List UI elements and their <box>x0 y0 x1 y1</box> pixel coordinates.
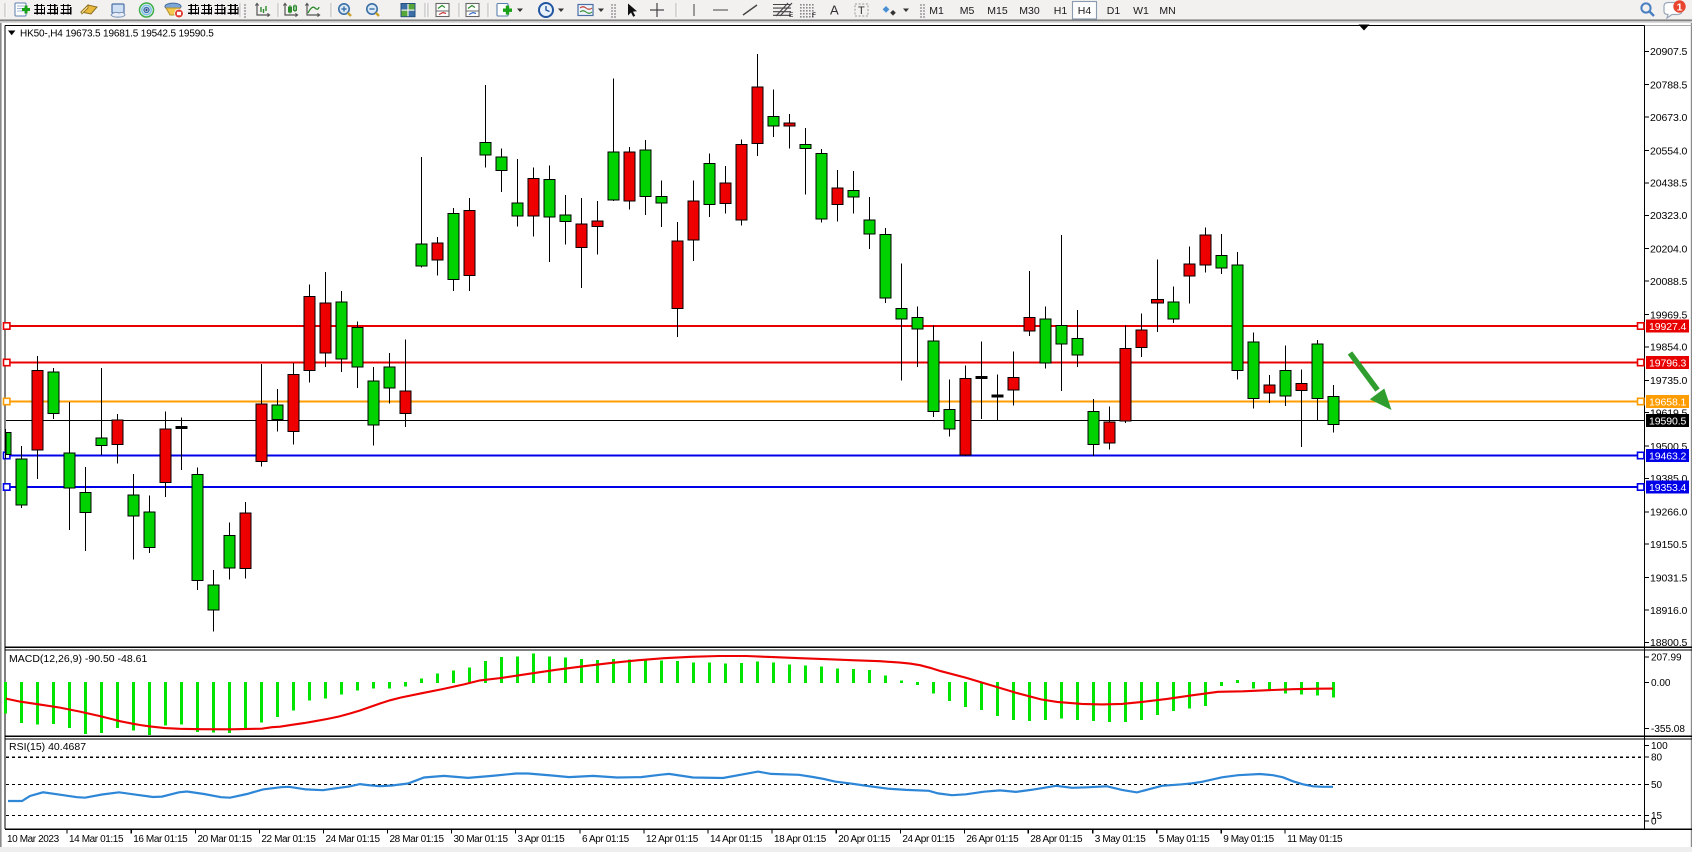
svg-text:19266.0: 19266.0 <box>1650 507 1688 519</box>
svg-text:M30: M30 <box>1019 5 1040 17</box>
svg-text:50: 50 <box>1651 780 1663 791</box>
svg-text:T: T <box>858 5 865 17</box>
svg-text:22 Mar 01:15: 22 Mar 01:15 <box>261 834 316 845</box>
svg-text:E: E <box>789 12 794 19</box>
svg-text:28 Mar 01:15: 28 Mar 01:15 <box>390 834 445 845</box>
svg-text:20 Apr 01:15: 20 Apr 01:15 <box>838 834 891 845</box>
svg-text:19353.4: 19353.4 <box>1649 482 1687 494</box>
svg-text:19735.0: 19735.0 <box>1650 375 1688 387</box>
svg-text:207.99: 207.99 <box>1651 652 1682 663</box>
svg-text:H1: H1 <box>1054 5 1068 17</box>
svg-text:19590.5: 19590.5 <box>1649 415 1687 427</box>
svg-text:MACD(12,26,9) -90.50 -48.61: MACD(12,26,9) -90.50 -48.61 <box>9 653 147 665</box>
svg-text:20907.5: 20907.5 <box>1650 46 1688 58</box>
svg-text:19796.3: 19796.3 <box>1649 357 1687 369</box>
svg-text:A: A <box>830 3 839 18</box>
svg-text:20088.5: 20088.5 <box>1650 276 1688 288</box>
svg-text:19854.0: 19854.0 <box>1650 342 1688 354</box>
svg-text:H4: H4 <box>1078 5 1092 17</box>
svg-text:MN: MN <box>1159 5 1175 17</box>
svg-text:14 Apr 01:15: 14 Apr 01:15 <box>710 834 763 845</box>
svg-text:20788.5: 20788.5 <box>1650 80 1688 92</box>
svg-text:19031.5: 19031.5 <box>1650 572 1688 584</box>
svg-text:18916.0: 18916.0 <box>1650 605 1688 617</box>
svg-text:F: F <box>812 12 816 19</box>
svg-text:1: 1 <box>1677 1 1683 13</box>
svg-text:18 Apr 01:15: 18 Apr 01:15 <box>774 834 827 845</box>
svg-text:-355.08: -355.08 <box>1651 724 1685 735</box>
svg-text:19927.4: 19927.4 <box>1649 321 1687 333</box>
svg-text:20673.0: 20673.0 <box>1650 112 1688 124</box>
svg-text:19969.5: 19969.5 <box>1650 309 1688 321</box>
svg-text:80: 80 <box>1651 752 1663 763</box>
svg-text:3 May 01:15: 3 May 01:15 <box>1095 834 1146 845</box>
svg-text:20 Mar 01:15: 20 Mar 01:15 <box>198 834 253 845</box>
svg-text:M15: M15 <box>987 5 1008 17</box>
svg-text:10 Mar 2023: 10 Mar 2023 <box>7 834 60 845</box>
svg-text:14 Mar 01:15: 14 Mar 01:15 <box>69 834 124 845</box>
svg-text:24 Apr 01:15: 24 Apr 01:15 <box>902 834 955 845</box>
svg-text:30 Mar 01:15: 30 Mar 01:15 <box>454 834 509 845</box>
svg-text:6 Apr 01:15: 6 Apr 01:15 <box>582 834 630 845</box>
svg-text:HK50-,H4 19673.5 19681.5 1954: HK50-,H4 19673.5 19681.5 19542.5 19590.5 <box>20 29 214 40</box>
svg-text:D1: D1 <box>1107 5 1121 17</box>
svg-text:12 Apr 01:15: 12 Apr 01:15 <box>646 834 699 845</box>
svg-text:19150.5: 19150.5 <box>1650 539 1688 551</box>
svg-text:W1: W1 <box>1133 5 1149 17</box>
svg-text:20204.0: 20204.0 <box>1650 244 1688 256</box>
svg-text:20323.0: 20323.0 <box>1650 210 1688 222</box>
svg-text:M5: M5 <box>960 5 975 17</box>
svg-text:18800.5: 18800.5 <box>1650 637 1688 649</box>
svg-text:3 Apr 01:15: 3 Apr 01:15 <box>518 834 566 845</box>
svg-text:0: 0 <box>1651 816 1657 827</box>
svg-text:19463.2: 19463.2 <box>1649 450 1687 462</box>
svg-text:9 May 01:15: 9 May 01:15 <box>1223 834 1274 845</box>
svg-text:0.00: 0.00 <box>1651 678 1671 689</box>
svg-text:28 Apr 01:15: 28 Apr 01:15 <box>1030 834 1083 845</box>
svg-text:15: 15 <box>1651 811 1663 822</box>
svg-text:20554.0: 20554.0 <box>1650 145 1688 157</box>
svg-text:M1: M1 <box>929 5 944 17</box>
svg-text:24 Mar 01:15: 24 Mar 01:15 <box>326 834 381 845</box>
svg-text:16 Mar 01:15: 16 Mar 01:15 <box>133 834 188 845</box>
svg-text:100: 100 <box>1651 741 1668 752</box>
svg-text:11 May 01:15: 11 May 01:15 <box>1287 834 1343 845</box>
svg-text:20438.5: 20438.5 <box>1650 178 1688 190</box>
svg-text:5 May 01:15: 5 May 01:15 <box>1159 834 1210 845</box>
svg-text:RSI(15) 40.4687: RSI(15) 40.4687 <box>9 741 86 753</box>
svg-text:26 Apr 01:15: 26 Apr 01:15 <box>966 834 1019 845</box>
svg-text:19658.1: 19658.1 <box>1649 396 1687 408</box>
